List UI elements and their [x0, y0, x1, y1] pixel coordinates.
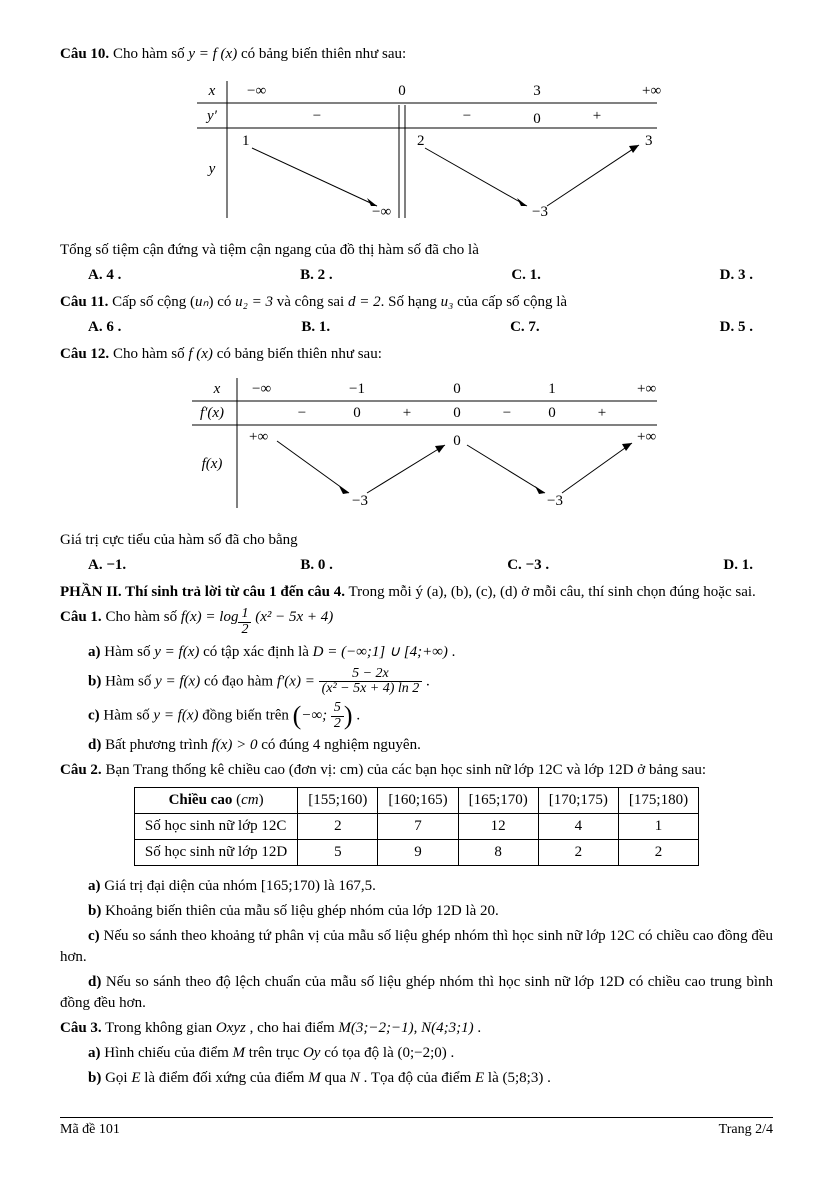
svg-text:−: −	[297, 405, 305, 421]
q10-a: A. 4 .	[88, 265, 121, 286]
svg-text:−1: −1	[349, 381, 365, 397]
svg-text:1: 1	[242, 133, 250, 149]
svg-text:x: x	[207, 83, 215, 99]
svg-text:−3: −3	[532, 204, 548, 220]
q10-func: y = f (x)	[188, 46, 237, 62]
svg-text:+: +	[597, 405, 605, 421]
svg-text:y: y	[206, 161, 215, 177]
svg-text:−3: −3	[352, 493, 368, 509]
q12-prompt: Câu 12. Cho hàm số f (x) có bảng biến th…	[60, 344, 773, 365]
svg-text:−∞: −∞	[252, 381, 271, 397]
q10-conclusion: Tổng số tiệm cận đứng và tiệm cận ngang …	[60, 240, 773, 261]
c1-d: d) Bất phương trình f(x) > 0 có đúng 4 n…	[88, 735, 773, 756]
q10-variation-table: x −∞ 0 3 +∞ y′ − − 0 + y 1 2 3 −∞ −3	[60, 73, 773, 230]
q11-a: A. 6 .	[88, 317, 121, 338]
c2-d: d) Nếu so sánh theo độ lệch chuẩn của mẫ…	[60, 972, 773, 1014]
svg-text:−: −	[502, 405, 510, 421]
c1-prompt: Câu 1. Cho hàm số f(x) = log12 (x² − 5x …	[60, 607, 773, 638]
q10-options: A. 4 . B. 2 . C. 1. D. 3 .	[88, 265, 773, 286]
q10-prompt: Câu 10. Cho hàm số y = f (x) có bảng biế…	[60, 44, 773, 65]
q12-c: C. −3 .	[507, 555, 549, 576]
svg-text:f(x): f(x)	[201, 456, 222, 472]
svg-text:+: +	[592, 108, 600, 124]
c1-b: b) Hàm số y = f(x) có đạo hàm f′(x) = 5 …	[88, 667, 773, 697]
q11-label: Câu 11.	[60, 294, 108, 310]
c2-prompt: Câu 2. Bạn Trang thống kê chiều cao (đơn…	[60, 760, 773, 781]
svg-text:y′: y′	[205, 108, 218, 124]
c2-table: Chiều cao (cm) [155;160) [160;165) [165;…	[134, 787, 699, 866]
q11-c: C. 7.	[510, 317, 540, 338]
c1-label: Câu 1.	[60, 609, 102, 625]
q12-variation-table: x −∞ −1 0 1 +∞ f′(x) − 0 + 0 − 0 + f(x) …	[60, 373, 773, 520]
svg-text:0: 0	[533, 111, 541, 127]
c2-a: a) Giá trị đại diện của nhóm [165;170) l…	[88, 876, 773, 897]
svg-text:−3: −3	[547, 493, 563, 509]
c3-b: b) Gọi E là điểm đối xứng của điểm M qua…	[88, 1068, 773, 1089]
q11-d: D. 5 .	[720, 317, 753, 338]
svg-text:0: 0	[398, 83, 406, 99]
table-row: Số học sinh nữ lớp 12C 2 7 12 4 1	[134, 814, 698, 840]
svg-text:1: 1	[548, 381, 556, 397]
th-label: Chiều cao (cm)	[134, 788, 297, 814]
c3-label: Câu 3.	[60, 1020, 102, 1036]
svg-text:0: 0	[453, 405, 461, 421]
svg-text:+∞: +∞	[637, 381, 656, 397]
svg-text:0: 0	[548, 405, 556, 421]
svg-text:−: −	[462, 108, 470, 124]
svg-text:+: +	[402, 405, 410, 421]
svg-text:+∞: +∞	[642, 83, 661, 99]
svg-text:0: 0	[453, 381, 461, 397]
svg-text:x: x	[212, 381, 220, 397]
table-header-row: Chiều cao (cm) [155;160) [160;165) [165;…	[134, 788, 698, 814]
q12-b: B. 0 .	[300, 555, 333, 576]
table-row: Số học sinh nữ lớp 12D 5 9 8 2 2	[134, 840, 698, 866]
footer-left: Mã đề 101	[60, 1120, 120, 1140]
c1-a: a) Hàm số y = f(x) có tập xác định là D …	[88, 642, 773, 663]
c2-b: b) Khoảng biến thiên của mẫu số liệu ghé…	[88, 901, 773, 922]
q10-d: D. 3 .	[720, 265, 753, 286]
q10-c: C. 1.	[511, 265, 541, 286]
q12-options: A. −1. B. 0 . C. −3 . D. 1.	[88, 555, 773, 576]
q11-b: B. 1.	[301, 317, 330, 338]
q12-d: D. 1.	[723, 555, 753, 576]
c3-a: a) Hình chiếu của điểm M trên trục Oy có…	[88, 1043, 773, 1064]
svg-text:0: 0	[353, 405, 361, 421]
c3-prompt: Câu 3. Trong không gian Oxyz , cho hai đ…	[60, 1018, 773, 1039]
q12-conclusion: Giá trị cực tiểu của hàm số đã cho bằng	[60, 530, 773, 551]
svg-text:3: 3	[533, 83, 541, 99]
page-footer: Mã đề 101 Trang 2/4	[60, 1117, 773, 1140]
c2-c: c) Nếu so sánh theo khoảng tứ phân vị củ…	[60, 926, 773, 968]
svg-text:0: 0	[453, 433, 461, 449]
svg-text:−∞: −∞	[372, 204, 391, 220]
c1-c: c) Hàm số y = f(x) đồng biến trên (−∞; 5…	[88, 701, 773, 731]
q12-a: A. −1.	[88, 555, 126, 576]
q12-label: Câu 12.	[60, 346, 109, 362]
svg-text:+∞: +∞	[637, 429, 656, 445]
q10-label: Câu 10.	[60, 46, 109, 62]
q11-prompt: Câu 11. Cấp số cộng (uₙ) có u₂ = 3 và cô…	[60, 292, 773, 313]
svg-text:3: 3	[645, 133, 653, 149]
svg-text:f′(x): f′(x)	[199, 405, 223, 421]
svg-text:−: −	[312, 108, 320, 124]
part2-label: PHẦN II. Thí sinh trả lời từ câu 1 đến c…	[60, 584, 345, 600]
q10-b: B. 2 .	[300, 265, 333, 286]
q11-options: A. 6 . B. 1. C. 7. D. 5 .	[88, 317, 773, 338]
footer-right: Trang 2/4	[719, 1120, 773, 1140]
part2-heading: PHẦN II. Thí sinh trả lời từ câu 1 đến c…	[60, 582, 773, 603]
c2-label: Câu 2.	[60, 762, 102, 778]
svg-text:−∞: −∞	[247, 83, 266, 99]
svg-text:2: 2	[417, 133, 425, 149]
svg-text:+∞: +∞	[249, 429, 268, 445]
